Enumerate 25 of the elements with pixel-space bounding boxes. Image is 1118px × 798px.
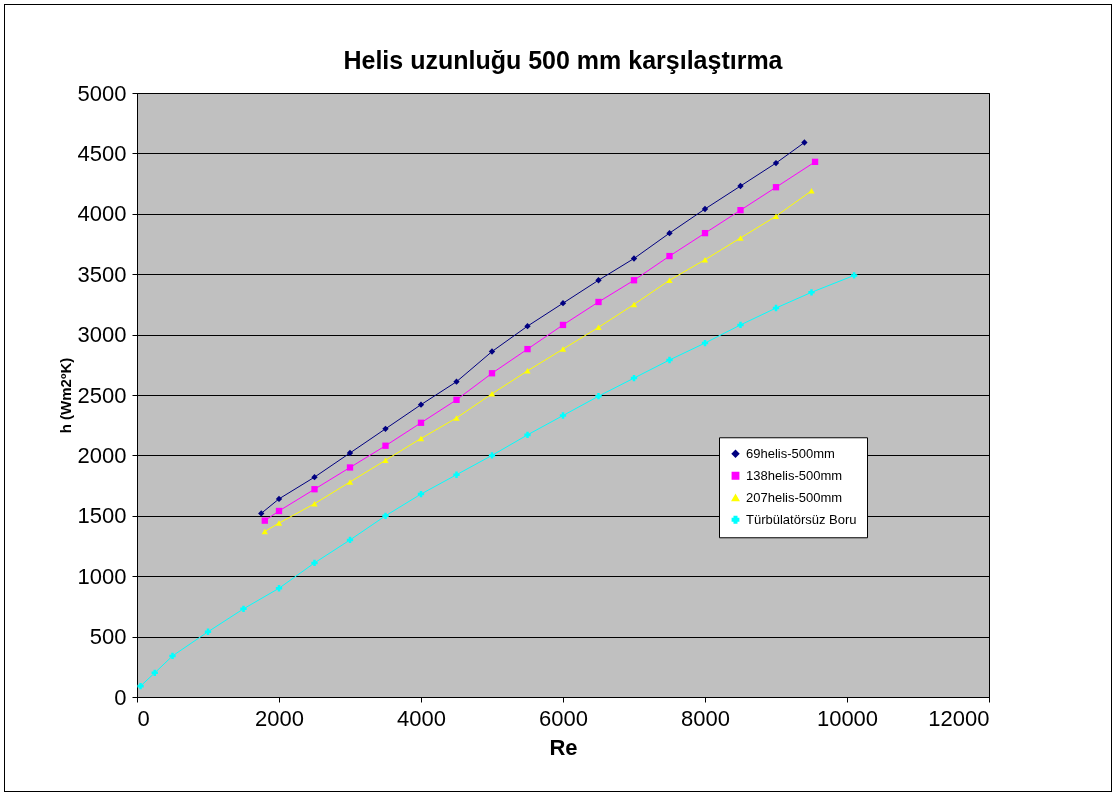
x-tick-label: 0 bbox=[137, 705, 150, 731]
x-tick-label: 10000 bbox=[816, 705, 879, 731]
y-tick-label: 0 bbox=[114, 684, 127, 710]
x-tick-label: 6000 bbox=[539, 705, 588, 731]
legend-label: Türbülatörsüz Boru bbox=[746, 511, 857, 527]
legend-label: 138helis-500mm bbox=[746, 467, 843, 483]
legend-label: 69helis-500mm bbox=[746, 445, 835, 461]
y-tick-label: 4000 bbox=[77, 201, 127, 227]
x-tick-label: 4000 bbox=[397, 705, 446, 731]
y-tick-label: 3000 bbox=[77, 322, 127, 348]
y-tick-label: 1500 bbox=[77, 503, 127, 529]
y-tick-label: 2000 bbox=[77, 442, 127, 468]
x-tick-label: 12000 bbox=[928, 705, 990, 731]
x-axis-title: Re bbox=[549, 734, 578, 760]
y-axis-title: h (Wm2ºK) bbox=[56, 357, 74, 434]
y-tick-label: 5000 bbox=[77, 80, 127, 106]
legend-label: 207helis-500mm bbox=[746, 489, 843, 505]
y-tick-label: 1000 bbox=[77, 563, 127, 589]
y-tick-label: 3500 bbox=[77, 261, 127, 287]
y-tick-label: 500 bbox=[89, 624, 127, 650]
y-tick-label: 4500 bbox=[77, 140, 127, 166]
chart-title: Helis uzunluğu 500 mm karşılaştırma bbox=[343, 46, 784, 74]
y-tick-label: 2500 bbox=[77, 382, 127, 408]
x-tick-label: 2000 bbox=[255, 705, 304, 731]
x-tick-label: 8000 bbox=[681, 705, 730, 731]
